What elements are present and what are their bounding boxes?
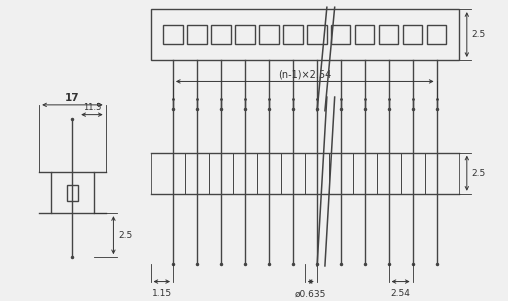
Bar (51, 172, 94, 213)
Bar (355, 25, 374, 44)
Bar (283, 25, 303, 44)
Text: 1.15: 1.15 (152, 289, 172, 298)
Text: ø0.635: ø0.635 (295, 289, 327, 298)
Text: 2.5: 2.5 (118, 231, 133, 240)
Bar (67, 185, 78, 200)
Text: 2.5: 2.5 (472, 169, 486, 178)
Bar (187, 25, 207, 44)
Bar (331, 25, 351, 44)
Text: 2.54: 2.54 (391, 289, 410, 298)
Bar (259, 25, 278, 44)
Text: 17: 17 (65, 93, 80, 103)
Text: 2.5: 2.5 (472, 30, 486, 39)
Text: 11.5: 11.5 (83, 103, 101, 112)
Text: (n-1)×2.54: (n-1)×2.54 (278, 70, 331, 79)
Bar (150, 9, 459, 60)
Bar (379, 25, 398, 44)
Bar (235, 25, 255, 44)
Bar (427, 25, 447, 44)
Bar (211, 25, 231, 44)
Bar (307, 25, 327, 44)
Bar (403, 25, 422, 44)
Bar (163, 25, 183, 44)
